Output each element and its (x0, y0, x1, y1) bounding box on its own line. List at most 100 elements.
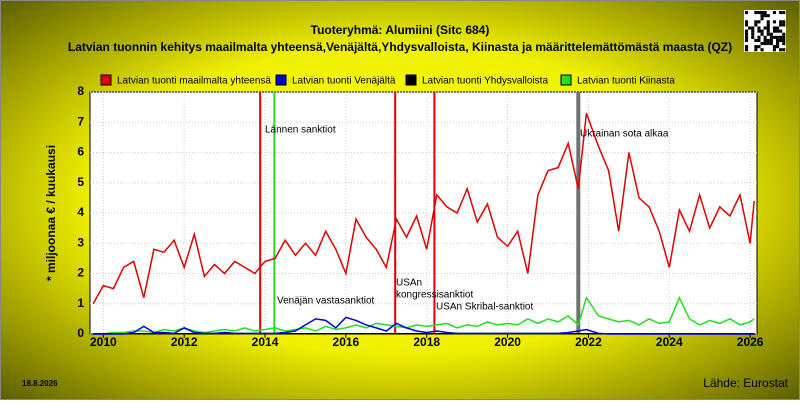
qr-cell (772, 26, 776, 30)
qr-cell (782, 11, 786, 15)
qr-cell (766, 14, 770, 18)
y-tick-label: 0 (77, 326, 84, 340)
x-tick-label: 2014 (252, 335, 279, 349)
data-line (92, 112, 755, 305)
qr-cell (745, 48, 749, 52)
y-tick-label: 7 (77, 114, 84, 128)
qr-cell (766, 26, 770, 30)
qr-cell (754, 23, 758, 27)
qr-cell (766, 23, 770, 27)
qr-cell (782, 20, 786, 24)
legend-label: Latvian tuonti Venäjältä (292, 76, 396, 87)
legend-swatch (560, 74, 572, 86)
chart-title: Tuoteryhmä: Alumiini (Sitc 684) (311, 23, 490, 37)
qr-cell (757, 38, 761, 42)
qr-cell (745, 38, 749, 42)
qr-cell (763, 11, 767, 15)
x-tick-label: 2016 (333, 335, 360, 349)
qr-cell (754, 38, 758, 42)
qr-cell (779, 48, 783, 52)
qr-cell (751, 29, 755, 33)
qr-cell (782, 42, 786, 46)
qr-cell (766, 38, 770, 42)
qr-cell (751, 35, 755, 39)
qr-cell (763, 14, 767, 18)
legend-swatch (100, 74, 112, 86)
y-axis-label: * miljoonaa € / kuukausi (44, 145, 58, 281)
qr-cell (745, 45, 749, 49)
annotation: USAn (396, 278, 422, 289)
qr-cell (757, 26, 761, 30)
annotation: kongressisanktiot (396, 290, 473, 301)
qr-cell (763, 26, 767, 30)
qr-cell (754, 48, 758, 52)
qr-cell (760, 11, 764, 15)
qr-cell (782, 35, 786, 39)
qr-cell (748, 26, 752, 30)
qr-cell (776, 38, 780, 42)
qr-cell (760, 32, 764, 36)
data-line (93, 295, 755, 335)
qr-cell (776, 29, 780, 33)
qr-cell (776, 26, 780, 30)
qr-code (744, 10, 786, 52)
qr-cell (772, 35, 776, 39)
annotation: Ukrainan sota alkaa (580, 129, 669, 140)
qr-cell (745, 32, 749, 36)
qr-cell (745, 20, 749, 24)
qr-cell (772, 20, 776, 24)
qr-cell (769, 35, 773, 39)
qr-cell (751, 26, 755, 30)
legend-swatch (275, 74, 287, 86)
legend-swatch (405, 74, 417, 86)
qr-cell (772, 45, 776, 49)
qr-cell (776, 42, 780, 46)
y-tick-label: 8 (77, 84, 84, 98)
qr-cell (760, 29, 764, 33)
qr-cell (772, 48, 776, 52)
x-tick-label: 2022 (575, 335, 602, 349)
qr-cell (757, 45, 761, 49)
y-tick-label: 5 (77, 175, 84, 189)
x-tick-label: 2012 (171, 335, 198, 349)
qr-cell (779, 35, 783, 39)
qr-cell (772, 11, 776, 15)
qr-cell (779, 11, 783, 15)
qr-cell (766, 32, 770, 36)
x-tick-label: 2026 (737, 335, 764, 349)
qr-cell (766, 29, 770, 33)
qr-cell (760, 42, 764, 46)
y-tick-label: 6 (77, 145, 84, 159)
qr-cell (779, 38, 783, 42)
qr-cell (745, 35, 749, 39)
date: 18.8.2026 (22, 379, 58, 388)
x-tick-label: 2024 (656, 335, 683, 349)
annotation: Venäjän vastasanktiot (277, 296, 375, 307)
qr-cell (754, 20, 758, 24)
data-line (93, 316, 755, 335)
source: Lähde: Eurostat (703, 376, 788, 390)
chart-subtitle: Latvian tuonnin kehitys maailmalta yhtee… (68, 40, 732, 54)
qr-cell (776, 45, 780, 49)
y-tick-label: 1 (77, 296, 84, 310)
qr-cell (779, 23, 783, 27)
qr-cell (745, 23, 749, 27)
qr-cell (754, 11, 758, 15)
qr-cell (769, 38, 773, 42)
qr-cell (760, 48, 764, 52)
qr-cell (760, 17, 764, 21)
annotation: USAn Skribal-sanktiot (436, 302, 533, 313)
qr-cell (766, 20, 770, 24)
qr-cell (779, 29, 783, 33)
qr-cell (757, 29, 761, 33)
legend-label: Latvian tuonti Yhdysvalloista (422, 76, 548, 87)
annotation: Lännen sanktiot (265, 125, 336, 136)
qr-cell (782, 23, 786, 27)
qr-cell (757, 11, 761, 15)
qr-cell (763, 38, 767, 42)
legend-label: Latvian tuonti maailmalta yhteensä (117, 76, 271, 87)
x-tick-label: 2018 (413, 335, 440, 349)
qr-cell (751, 32, 755, 36)
